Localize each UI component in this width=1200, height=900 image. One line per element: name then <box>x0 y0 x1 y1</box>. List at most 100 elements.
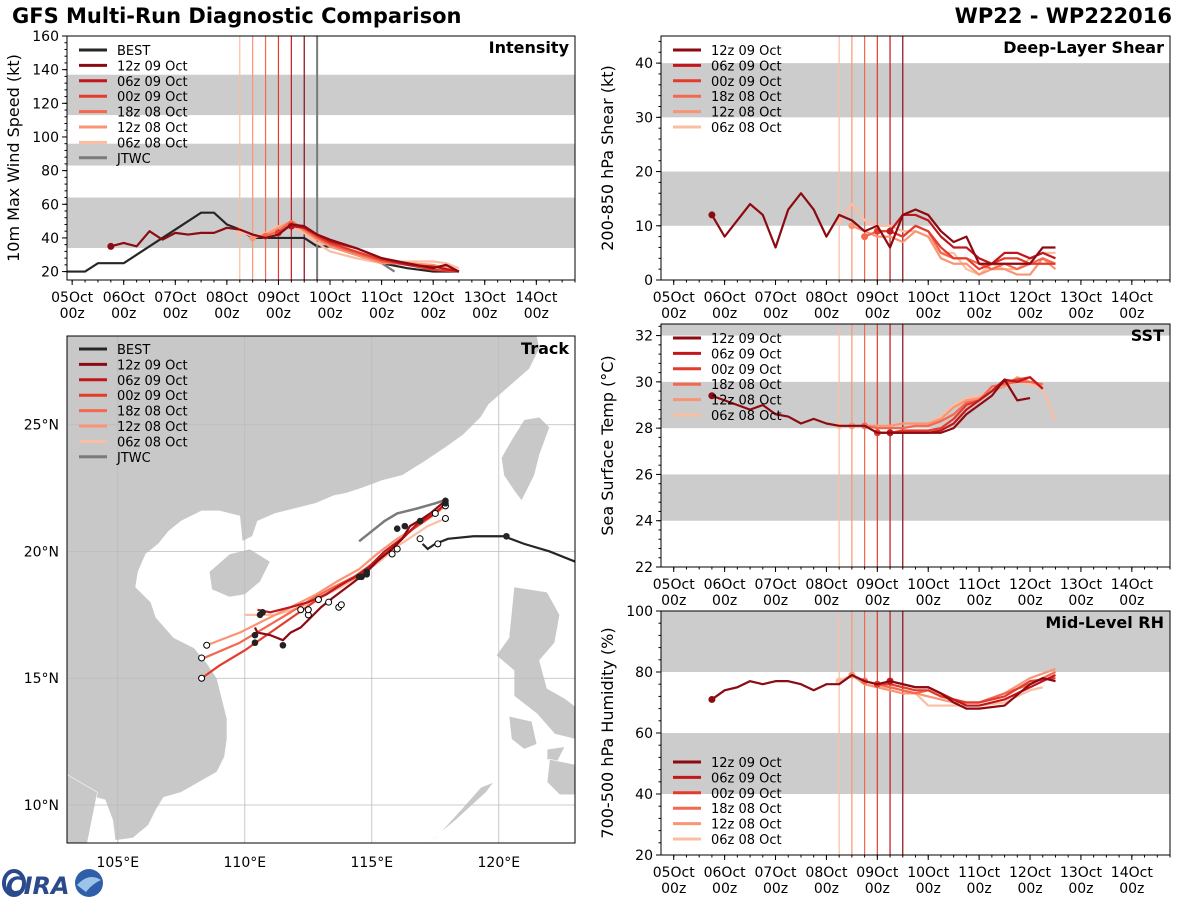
track-series-point <box>355 573 363 581</box>
panay-island <box>546 758 575 796</box>
shear-series-start-point <box>708 211 716 219</box>
track-series-point <box>251 631 259 639</box>
sst-xtick-hour: 00z <box>763 593 788 609</box>
legend-label: 12z 08 Oct <box>711 106 782 121</box>
shear-series-start-point <box>886 227 894 235</box>
intensity-xtick-hour: 00z <box>111 306 136 322</box>
track-series-open-point <box>297 606 305 614</box>
track-series-line <box>253 499 447 642</box>
track-series-open-point <box>203 641 211 649</box>
intensity-ytick-label: 120 <box>32 96 59 112</box>
legend-label: 12z 09 Oct <box>711 332 782 347</box>
sst-ytick-label: 22 <box>635 560 653 576</box>
intensity-xtick-hour: 00z <box>472 306 497 322</box>
legend-label: 12z 09 Oct <box>711 44 782 59</box>
intensity-xtick-day: 10Oct <box>309 290 352 306</box>
intensity-xtick-hour: 00z <box>214 306 239 322</box>
palawan-island <box>427 781 495 843</box>
intensity-xtick-day: 11Oct <box>361 290 404 306</box>
track-series-open-point <box>198 674 206 682</box>
legend-label: 12z 08 Oct <box>711 394 782 409</box>
mainland-asia <box>67 336 540 841</box>
sst-title: SST <box>1131 326 1164 345</box>
sst-xtick-day: 08Oct <box>805 577 848 593</box>
shear-series-line <box>889 213 1056 265</box>
rh-xtick-day: 14Oct <box>1111 865 1154 881</box>
legend-label: 06z 09 Oct <box>117 75 188 90</box>
rh-xtick-day: 05Oct <box>653 865 696 881</box>
intensity-xtick-hour: 00z <box>163 306 188 322</box>
track-ytick-label: 25°N <box>24 418 59 434</box>
rh-xtick-day: 09Oct <box>856 865 899 881</box>
intensity-ytick-label: 100 <box>32 130 59 146</box>
rh-xtick-hour: 00z <box>865 881 890 897</box>
rh-xtick-hour: 00z <box>967 881 992 897</box>
sst-xtick-day: 06Oct <box>704 577 747 593</box>
rh-xtick-day: 11Oct <box>958 865 1001 881</box>
track-xtick-label: 115°E <box>351 855 394 871</box>
shear-ytick-label: 40 <box>635 56 653 72</box>
track-best-open-point <box>434 540 442 548</box>
legend-label: 00z 09 Oct <box>711 787 782 802</box>
intensity-xtick-hour: 00z <box>524 306 549 322</box>
sst-xtick-day: 11Oct <box>958 577 1001 593</box>
intensity-ytick-label: 140 <box>32 63 59 79</box>
page-title: GFS Multi-Run Diagnostic Comparison <box>12 4 462 28</box>
shear-xtick-hour: 00z <box>1119 306 1144 322</box>
sst-xtick-day: 14Oct <box>1111 577 1154 593</box>
sst-xtick-day: 12Oct <box>1009 577 1052 593</box>
rh-xtick-hour: 00z <box>1068 881 1093 897</box>
track-xtick-label: 105°E <box>97 855 140 871</box>
rh-xtick-day: 10Oct <box>907 865 950 881</box>
intensity-title: Intensity <box>489 38 570 57</box>
track-series-point <box>279 641 287 649</box>
legend-label: 12z 08 Oct <box>117 121 188 136</box>
intensity-xtick-day: 06Oct <box>103 290 146 306</box>
shear-series-start-point <box>848 222 856 230</box>
sst-ytick-label: 24 <box>635 514 653 530</box>
legend-label: 00z 09 Oct <box>117 90 188 105</box>
shear-series-line <box>877 224 1056 271</box>
rh-series-line <box>711 673 1056 710</box>
legend-label: 06z 09 Oct <box>117 374 188 389</box>
legend-label: 00z 09 Oct <box>711 75 782 90</box>
shear-band <box>661 63 1170 118</box>
sst-xtick-hour: 00z <box>814 593 839 609</box>
legend-label: 12z 09 Oct <box>117 358 188 373</box>
legend-label: BEST <box>117 44 150 59</box>
sst-xtick-day: 07Oct <box>755 577 798 593</box>
intensity-xtick-day: 12Oct <box>412 290 455 306</box>
sst-series-line <box>711 378 1031 434</box>
rh-ytick-label: 100 <box>626 604 653 620</box>
shear-series-line <box>710 192 1056 265</box>
intensity-ytick-label: 20 <box>41 265 59 281</box>
shear-xtick-hour: 00z <box>967 306 992 322</box>
sst-ytick-label: 28 <box>635 421 653 437</box>
sst-ytick-label: 30 <box>635 375 653 391</box>
intensity-panel: 2040608010012014016005Oct00z06Oct00z07Oc… <box>4 29 576 322</box>
track-series-open-point <box>441 515 449 523</box>
rh-xtick-hour: 00z <box>661 881 686 897</box>
track-series-open-point <box>325 598 333 606</box>
rh-ytick-label: 80 <box>635 665 653 681</box>
rh-title: Mid-Level RH <box>1045 613 1164 632</box>
shear-panel: 01020304005Oct00z06Oct00z07Oct00z08Oct00… <box>598 35 1171 322</box>
intensity-xtick-hour: 00z <box>317 306 342 322</box>
shear-xtick-day: 06Oct <box>704 290 747 306</box>
logo-c-mark <box>2 869 26 897</box>
rh-band <box>661 611 1170 672</box>
track-series-open-point <box>304 606 312 614</box>
legend-label: 12z 09 Oct <box>117 59 188 74</box>
rh-xtick-hour: 00z <box>1119 881 1144 897</box>
luzon-island <box>495 586 575 740</box>
shear-xtick-hour: 00z <box>1017 306 1042 322</box>
rh-ytick-label: 20 <box>635 848 653 864</box>
track-best-line <box>421 535 575 563</box>
shear-title: Deep-Layer Shear <box>1003 38 1164 57</box>
shear-xtick-hour: 00z <box>814 306 839 322</box>
track-xtick-label: 110°E <box>224 855 267 871</box>
legend-label: 12z 09 Oct <box>711 756 782 771</box>
intensity-ytick-label: 80 <box>41 164 59 180</box>
sst-xtick-hour: 00z <box>661 593 686 609</box>
shear-band <box>661 171 1170 226</box>
